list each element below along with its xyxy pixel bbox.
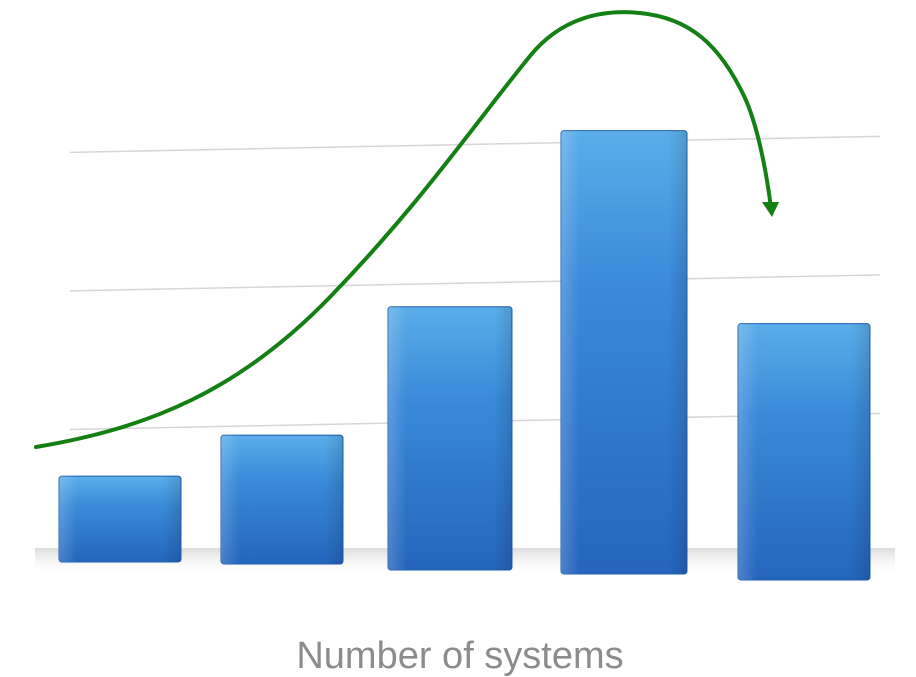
x-axis-label: Number of systems [296, 635, 623, 677]
trend-arrow [34, 10, 773, 449]
bar-shading [388, 306, 512, 570]
bar [220, 434, 344, 565]
trend-arrowhead [762, 202, 779, 217]
bar [387, 306, 513, 571]
bar-shading [738, 323, 870, 580]
bar [737, 323, 871, 581]
bar [58, 475, 182, 563]
bar-shading [59, 476, 181, 562]
gridline [69, 135, 881, 154]
bar-shading [561, 130, 687, 574]
gridline [69, 274, 881, 292]
bar [560, 130, 688, 575]
bars [58, 130, 871, 581]
bar-shading [221, 435, 343, 564]
